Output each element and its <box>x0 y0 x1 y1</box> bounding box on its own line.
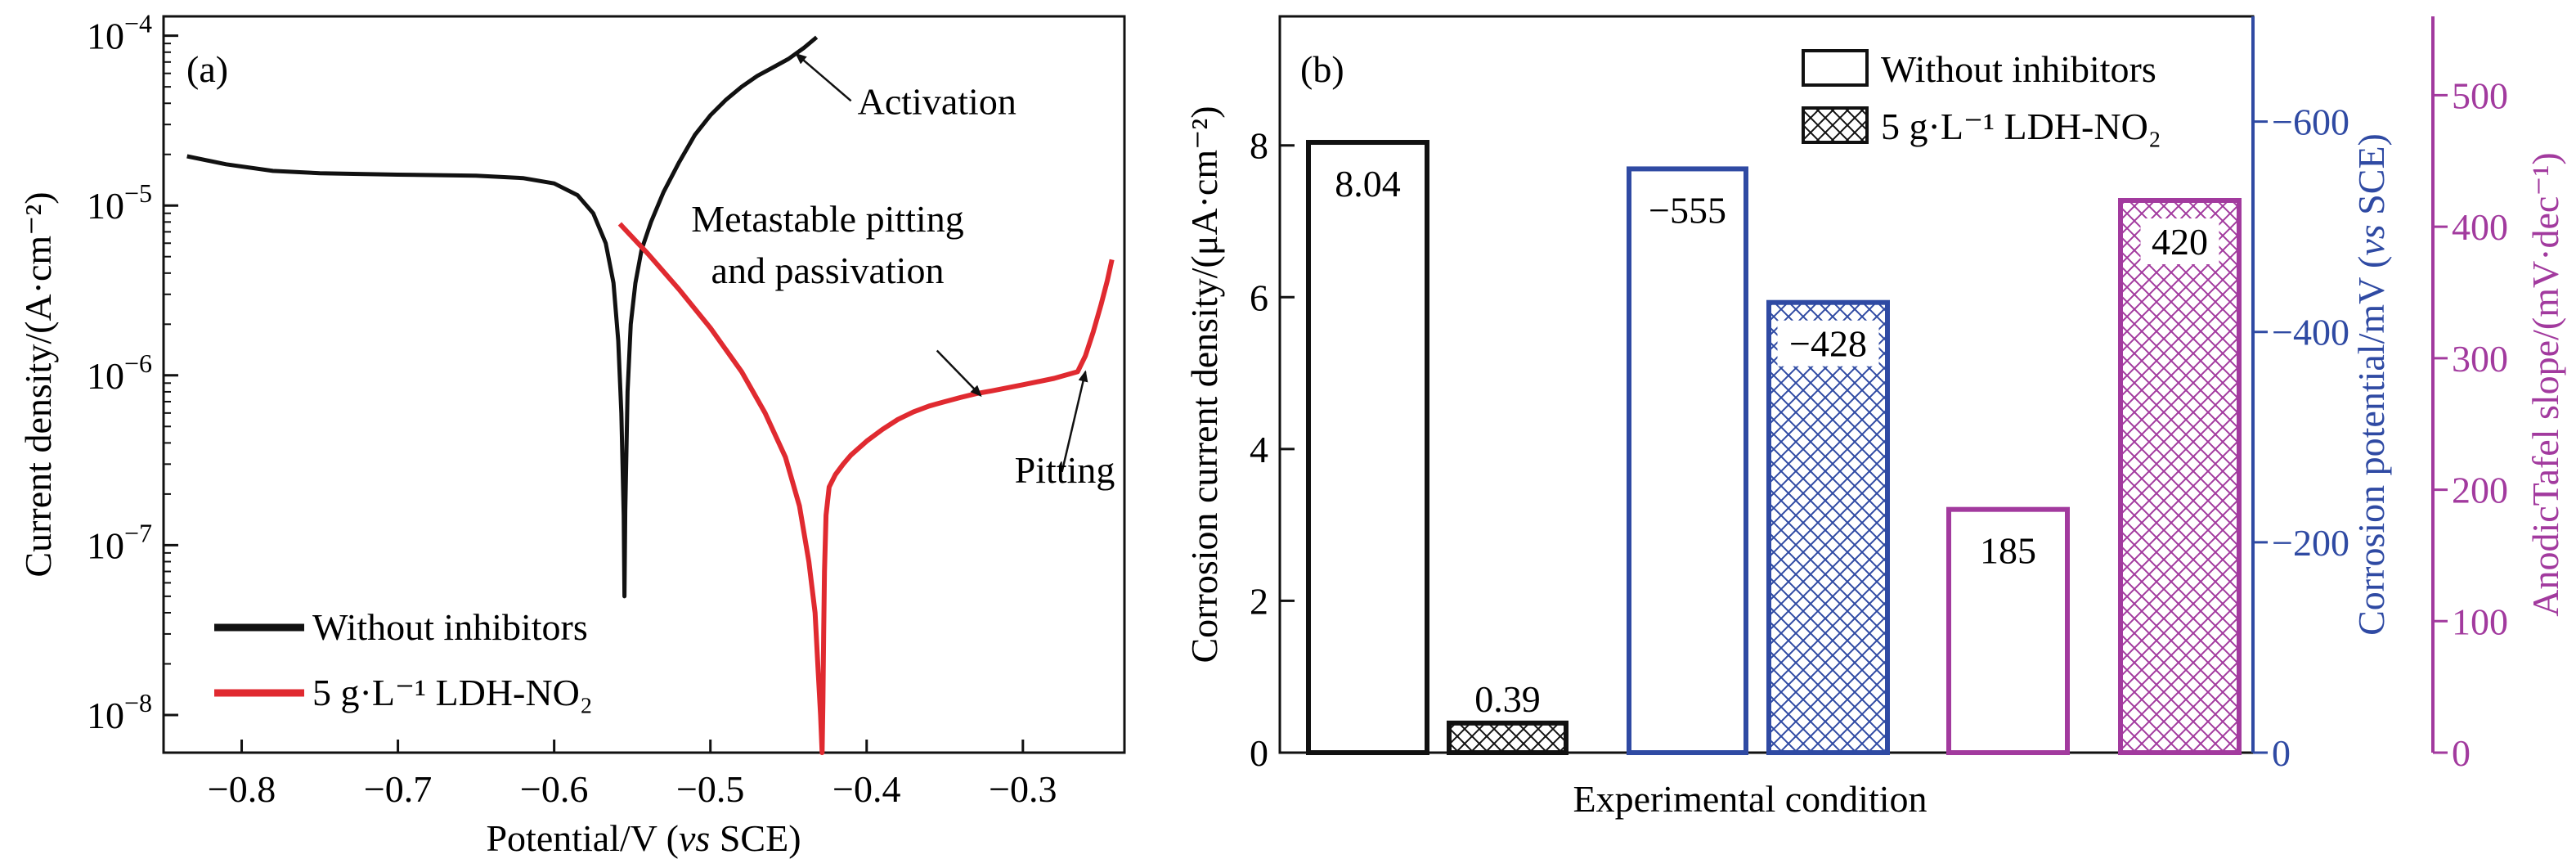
annotation-arrow-metastable <box>936 349 982 397</box>
panel-b-left-axis-title: Corrosion current density/(μA·cm⁻²) <box>1183 106 1225 663</box>
bar-value-label: 185 <box>1980 530 2036 572</box>
x-tick-label: −0.4 <box>832 768 900 810</box>
bar-value-label: 0.39 <box>1474 678 1541 720</box>
panel-b-legend: Without inhibitors 5 g·L⁻¹ LDH-NO₂ <box>1802 48 2161 147</box>
right-tick-label: 200 <box>2452 470 2508 511</box>
panel-b-right-axis-title: AnodicTafel slope/(mV·dec⁻¹) <box>2524 152 2566 616</box>
panel-a-y-axis-title: Current density/(A·cm⁻²) <box>17 191 59 577</box>
annotation-arrow-pitting <box>1061 370 1088 473</box>
panel-a-y-ticks: 10−4 10−5 10−6 10−7 10−8 <box>87 9 178 736</box>
panel-b-mid-ticks: 0 −200 −400 −600 <box>2253 101 2349 774</box>
bar-value-label: 420 <box>2152 221 2208 263</box>
right-tick-label: 300 <box>2452 338 2508 380</box>
bar-mid-without-inhibitors <box>1627 166 1748 755</box>
series-line-without-inhibitors <box>186 35 819 599</box>
panel-b-mid-axis-title: Corrosion potential/mV (vs SCE) <box>2350 133 2392 636</box>
annotation-arrow-activation <box>795 52 852 102</box>
right-tick-label: 500 <box>2452 74 2508 116</box>
bar-right-without-inhibitors <box>1946 506 2070 756</box>
y-tick-label: 10−4 <box>87 9 152 57</box>
annotation-metastable-line2: and passivation <box>711 250 945 291</box>
right-tick-label: 400 <box>2452 206 2508 248</box>
mid-tick-label: −600 <box>2272 101 2349 143</box>
y-tick-label: 10−6 <box>87 349 152 397</box>
mid-tick-label: −200 <box>2272 522 2349 564</box>
legend-label-ldh-bar: 5 g·L⁻¹ LDH-NO₂ <box>1881 106 2161 147</box>
bar-right-ldh <box>2118 198 2242 755</box>
left-tick-label: 8 <box>1250 125 1268 167</box>
panel-b-label: (b) <box>1300 48 1344 90</box>
left-tick-label: 0 <box>1250 732 1268 774</box>
x-tick-label: −0.8 <box>208 768 276 810</box>
bar-label-background <box>2140 218 2219 264</box>
left-tick-label: 6 <box>1250 277 1268 318</box>
right-tick-label: 100 <box>2452 600 2508 642</box>
series-line-ldh <box>617 222 1115 755</box>
x-tick-label: −0.7 <box>364 768 432 810</box>
bar-value-label: 8.04 <box>1335 163 1401 205</box>
panel-b-left-ticks: 0 2 4 6 8 <box>1250 125 1295 774</box>
panel-a-legend: Without inhibitors 5 g·L⁻¹ LDH-NO₂ <box>214 606 593 713</box>
x-tick-label: −0.5 <box>676 768 744 810</box>
left-tick-label: 2 <box>1250 580 1268 622</box>
legend-label-ldh: 5 g·L⁻¹ LDH-NO₂ <box>312 672 593 713</box>
bar-label-background <box>1777 320 1879 367</box>
mid-tick-label: 0 <box>2272 732 2291 774</box>
y-tick-label: 10−5 <box>87 178 152 227</box>
left-tick-label: 4 <box>1250 429 1268 470</box>
bar-mid-ldh <box>1766 299 1890 755</box>
panel-a-series <box>186 35 1115 755</box>
x-tick-label: −0.3 <box>989 768 1057 810</box>
legend-swatch-ldh-bar <box>1802 106 1869 144</box>
panel-a-frame <box>162 15 1126 754</box>
x-tick-label: −0.6 <box>520 768 588 810</box>
bar-value-label: −555 <box>1649 189 1726 231</box>
bar-left-without-inhibitors <box>1306 140 1429 755</box>
panel-b-right-ticks: 0 100 200 300 400 500 <box>2433 74 2508 774</box>
panel-a-x-axis-title: Potential/V (vs SCE) <box>486 817 801 859</box>
legend-swatch-without-inhibitors-bar <box>1802 49 1869 87</box>
annotation-activation: Activation <box>858 80 1016 122</box>
legend-label-without-inhibitors: Without inhibitors <box>312 606 588 648</box>
panel-a-polarization: (a) −0.8 −0.7 −0.6 −0.5 −0.4 −0.3 10−410−510−… <box>17 9 1126 859</box>
panel-a-x-ticks: −0.8 −0.7 −0.6 −0.5 −0.4 −0.3 <box>208 740 1057 810</box>
annotation-metastable-line1: Metastable pitting <box>691 198 963 240</box>
y-tick-label: 10−8 <box>87 688 152 736</box>
panel-b-bars: (b) 0 2 4 6 8 0 −200 −400 −600 0 100 200 300 400 500… <box>1183 15 2566 820</box>
panel-b-bar-group: 8.04 0.39 −555 −428 185 420 <box>1306 140 2242 756</box>
bar-left-ldh <box>1447 720 1568 756</box>
panel-b-x-axis-title: Experimental condition <box>1573 778 1927 820</box>
right-tick-label: 0 <box>2452 732 2471 774</box>
bar-value-label: −428 <box>1789 323 1867 365</box>
y-tick-label: 10−7 <box>87 518 152 566</box>
panel-a-annotations: Activation Metastable pitting and passivat… <box>691 52 1115 491</box>
legend-label-without-inhibitors-bar: Without inhibitors <box>1881 48 2156 90</box>
panel-a-label: (a) <box>186 48 228 90</box>
annotation-pitting: Pitting <box>1015 449 1115 491</box>
mid-tick-label: −400 <box>2272 312 2349 353</box>
